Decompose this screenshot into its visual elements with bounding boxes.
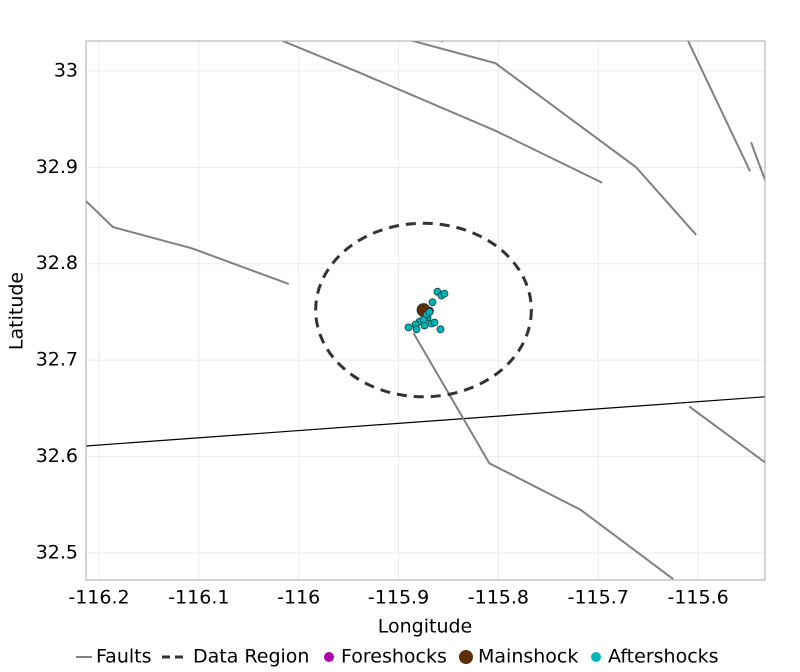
fault-line (86, 200, 290, 285)
x-tick-label: -116 (277, 587, 320, 609)
x-tick-label: -116.1 (168, 587, 229, 609)
x-tick-label: -115.7 (568, 587, 629, 609)
data-region (314, 221, 533, 399)
event-point (440, 289, 449, 298)
y-tick-label: 33 (54, 59, 78, 81)
legend-label: Data Region (193, 646, 309, 668)
event-point (419, 315, 428, 324)
fault-line (409, 41, 697, 236)
x-tick-label: -115.8 (468, 587, 529, 609)
fault-line (687, 41, 751, 172)
event-point (430, 318, 439, 327)
fault-line (282, 41, 603, 184)
event-point (425, 308, 434, 316)
y-tick-label: 32.6 (36, 445, 78, 467)
fault-line (412, 332, 674, 580)
border-line (86, 396, 765, 447)
legend-key (324, 652, 334, 662)
x-axis-label: Longitude (378, 616, 473, 638)
y-tick-label: 32.8 (36, 252, 78, 274)
legend-key (591, 652, 601, 662)
legend-label: Foreshocks (341, 646, 447, 668)
y-tick-label: 32.7 (36, 349, 78, 371)
plot-area (86, 41, 765, 580)
y-tick-label: 32.9 (36, 156, 78, 178)
legend-label: Aftershocks (608, 646, 719, 668)
y-tick-label: 32.5 (36, 542, 78, 564)
legend-key (459, 650, 473, 664)
legend-label: Mainshock (478, 646, 578, 668)
event-point (412, 325, 421, 334)
x-tick-label: -115.9 (368, 587, 429, 609)
event-point (404, 323, 413, 332)
plot-border (85, 40, 766, 581)
y-axis-label: Latitude (6, 272, 28, 350)
fault-line (688, 405, 765, 464)
event-point (436, 325, 445, 334)
x-tick-label: -116.2 (68, 587, 129, 609)
legend-label: Faults (96, 646, 152, 668)
event-point (428, 298, 437, 307)
x-tick-label: -115.6 (667, 587, 728, 609)
fault-line (750, 141, 765, 181)
